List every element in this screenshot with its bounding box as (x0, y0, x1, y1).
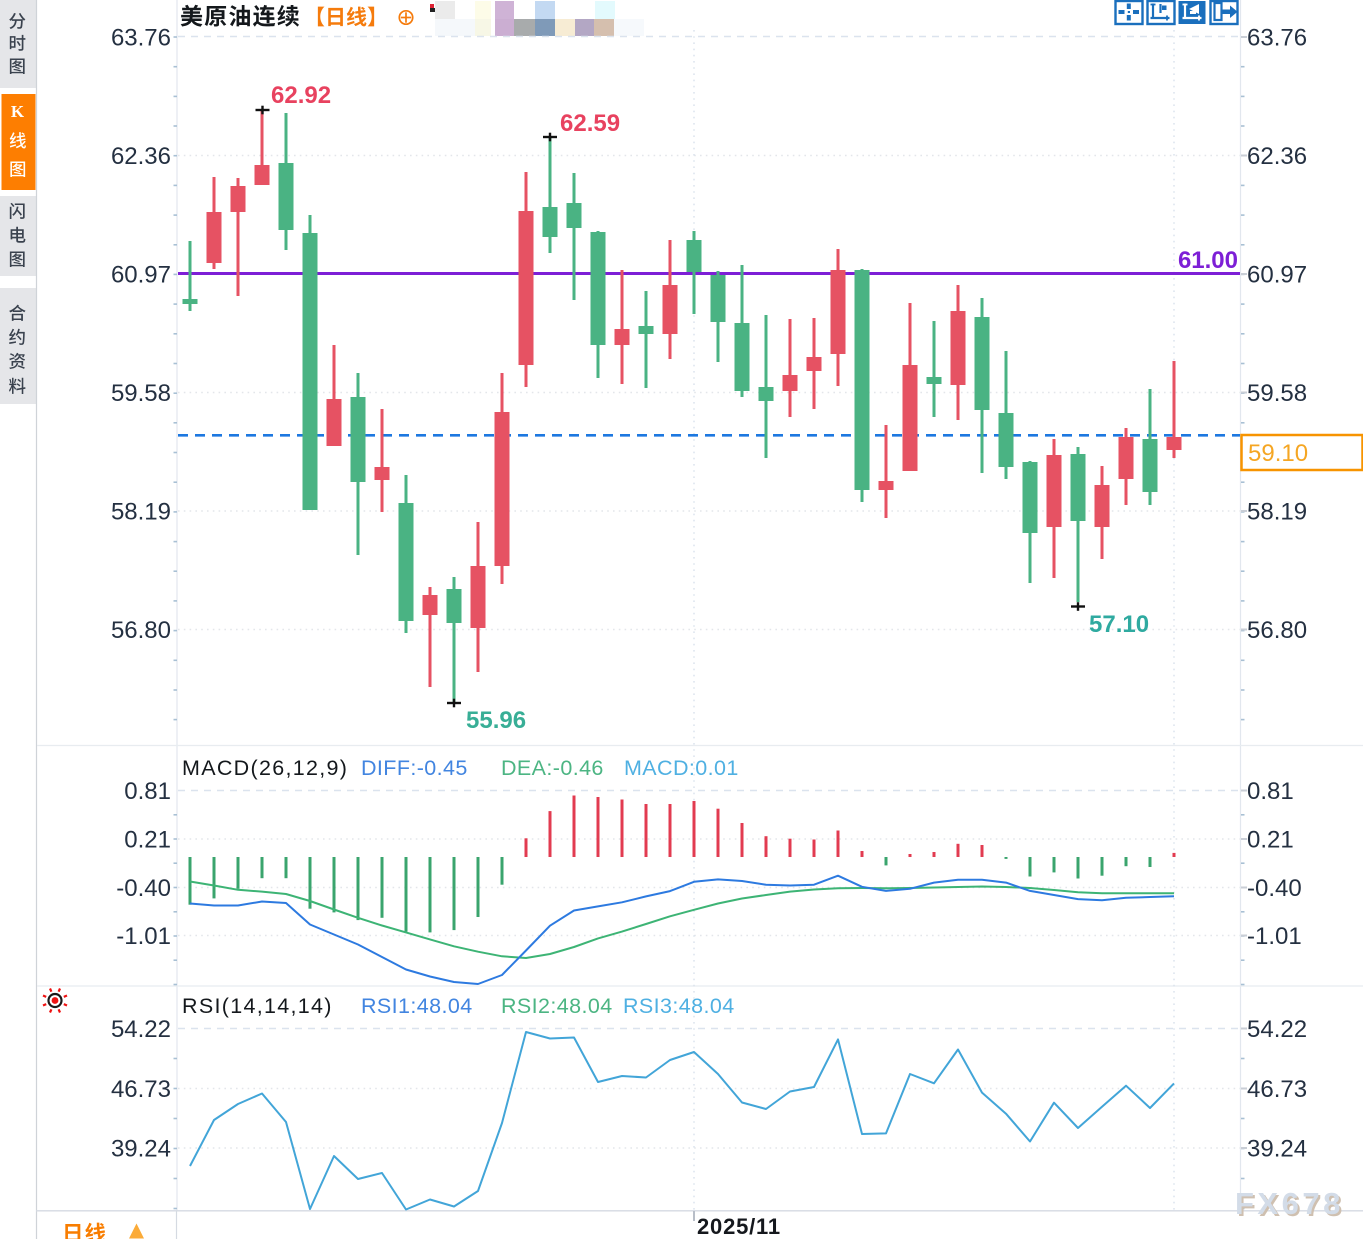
svg-text:RSI3:48.04: RSI3:48.04 (623, 994, 735, 1018)
svg-text:62.36: 62.36 (111, 143, 171, 170)
svg-text:55.96: 55.96 (466, 707, 526, 734)
svg-text:FX678: FX678 (1235, 1186, 1344, 1221)
svg-text:K: K (11, 102, 25, 121)
svg-text:63.76: 63.76 (111, 25, 171, 52)
svg-text:63.76: 63.76 (1247, 25, 1307, 52)
svg-text:39.24: 39.24 (1247, 1136, 1307, 1163)
svg-text:54.22: 54.22 (1247, 1016, 1307, 1043)
svg-text:0.81: 0.81 (124, 778, 171, 805)
svg-text:MACD(26,12,9): MACD(26,12,9) (182, 756, 348, 780)
svg-text:61.00: 61.00 (1178, 247, 1238, 274)
svg-text:39.24: 39.24 (111, 1136, 171, 1163)
svg-text:58.19: 58.19 (1247, 499, 1307, 526)
svg-text:0.21: 0.21 (124, 827, 171, 854)
svg-text:RSI(14,14,14): RSI(14,14,14) (182, 994, 333, 1018)
svg-text:54.22: 54.22 (111, 1016, 171, 1043)
svg-text:MACD:0.01: MACD:0.01 (624, 756, 739, 780)
svg-text:59.58: 59.58 (111, 380, 171, 407)
svg-text:RSI1:48.04: RSI1:48.04 (361, 994, 473, 1018)
svg-text:62.59: 62.59 (560, 110, 620, 137)
svg-text:60.97: 60.97 (1247, 262, 1307, 289)
svg-text:59.58: 59.58 (1247, 380, 1307, 407)
svg-text:59.10: 59.10 (1248, 440, 1308, 467)
svg-text:56.80: 56.80 (111, 617, 171, 644)
svg-text:46.73: 46.73 (1247, 1076, 1307, 1103)
svg-text:DIFF:-0.45: DIFF:-0.45 (361, 756, 468, 780)
svg-text:60.97: 60.97 (111, 262, 171, 289)
svg-text:0.21: 0.21 (1247, 827, 1294, 854)
svg-text:57.10: 57.10 (1089, 611, 1149, 638)
svg-text:DEA:-0.46: DEA:-0.46 (501, 756, 604, 780)
svg-text:62.36: 62.36 (1247, 143, 1307, 170)
svg-text:-0.40: -0.40 (1247, 875, 1302, 902)
svg-text:RSI2:48.04: RSI2:48.04 (501, 994, 613, 1018)
svg-text:-1.01: -1.01 (116, 923, 171, 950)
svg-text:56.80: 56.80 (1247, 617, 1307, 644)
svg-text:FX678: FX678 (1237, 1188, 1346, 1223)
svg-text:58.19: 58.19 (111, 499, 171, 526)
svg-text:-0.40: -0.40 (116, 875, 171, 902)
svg-text:2025/11: 2025/11 (697, 1214, 781, 1239)
svg-text:-1.01: -1.01 (1247, 923, 1302, 950)
svg-text:0.81: 0.81 (1247, 778, 1294, 805)
svg-text:46.73: 46.73 (111, 1076, 171, 1103)
svg-text:62.92: 62.92 (271, 82, 331, 109)
